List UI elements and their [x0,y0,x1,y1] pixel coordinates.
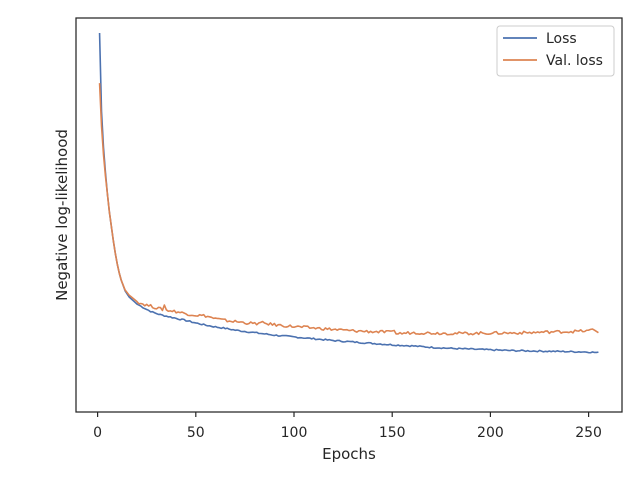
series-line-loss [98,32,599,354]
legend-label-loss: Loss [546,31,577,47]
x-axis-title: Epochs [322,445,376,463]
x-tick-label-250: 250 [575,425,602,441]
legend-label-val-loss: Val. loss [546,53,603,69]
x-tick-label-0: 0 [93,425,102,441]
x-tick-label-100: 100 [281,425,308,441]
plot-area [76,18,622,412]
legend: Loss Val. loss [496,25,615,77]
x-tick-label-50: 50 [187,425,205,441]
x-tick-label-200: 200 [477,425,504,441]
x-axis-ticks: 0 50 100 150 200 250 [93,412,602,441]
x-tick-label-150: 150 [379,425,406,441]
series-line-val-loss [98,83,599,336]
y-axis-title: Negative log-likelihood [53,129,71,301]
plot-frame [75,17,623,413]
series-lines [98,32,599,354]
